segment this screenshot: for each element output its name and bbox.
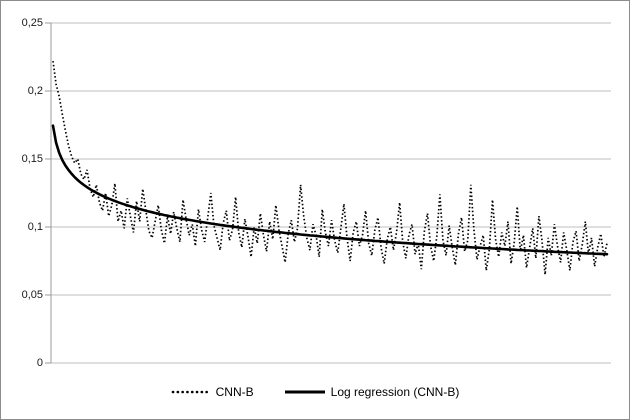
series-log-regression — [51, 124, 609, 256]
series-group — [51, 60, 609, 275]
y-axis-tick-marks — [45, 22, 51, 364]
y-tick-label: 0,2 — [27, 85, 43, 97]
solid-line-sample-icon — [284, 390, 325, 394]
y-tick-label: 0 — [36, 357, 43, 369]
gridlines — [51, 22, 611, 364]
legend: CNN-B Log regression (CNN-B) — [1, 385, 629, 399]
y-tick-label: 0,15 — [21, 153, 43, 165]
legend-item-log-regression: Log regression (CNN-B) — [284, 385, 460, 399]
y-tick-label: 0,1 — [27, 221, 43, 233]
legend-label-log-regression: Log regression (CNN-B) — [330, 385, 460, 399]
legend-item-cnnb: CNN-B — [171, 385, 254, 399]
dotted-line-sample-icon — [171, 390, 210, 394]
y-tick-label: 0,25 — [21, 17, 43, 29]
legend-label-cnnb: CNN-B — [215, 385, 254, 399]
y-tick-label: 0,05 — [21, 289, 43, 301]
series-cnnb — [52, 60, 608, 275]
